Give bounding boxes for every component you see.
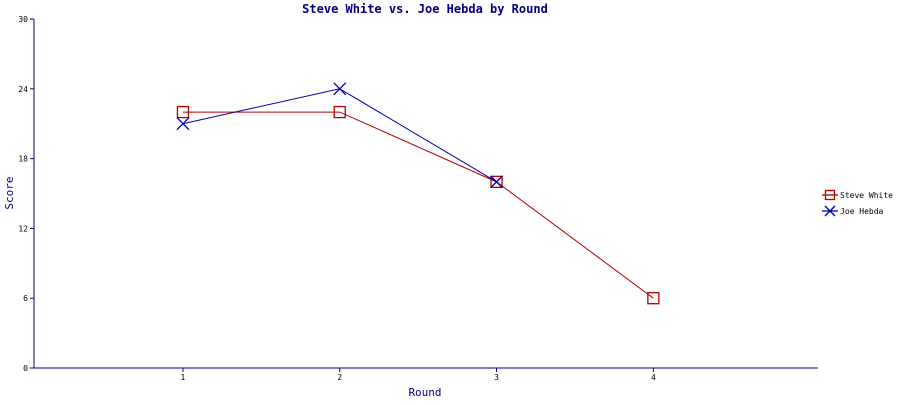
legend-item-steve-white: Steve White: [822, 189, 893, 201]
series-steve-white: [176, 105, 660, 305]
data-point-joe-hebda: [333, 82, 347, 96]
series-layer: [176, 82, 660, 305]
y-axis-label: Score: [3, 176, 16, 209]
legend-marker: [824, 205, 836, 217]
legend-label: Steve White: [840, 191, 893, 200]
legend-label: Joe Hebda: [840, 207, 884, 216]
x-tick-label: 3: [494, 373, 499, 382]
y-tick-label: 0: [23, 364, 28, 373]
y-tick-label: 12: [18, 224, 28, 233]
series-line-joe-hebda: [182, 88, 497, 183]
y-tick-label: 30: [18, 15, 28, 24]
x-tick-label: 2: [337, 373, 342, 382]
data-point-joe-hebda: [176, 117, 190, 131]
x-axis-ticks: 1 2 3 4: [181, 368, 656, 382]
legend-item-joe-hebda: Joe Hebda: [822, 205, 884, 217]
chart-title: Steve White vs. Joe Hebda by Round: [302, 2, 548, 16]
x-tick-label: 4: [651, 373, 656, 382]
data-point-joe-hebda: [490, 175, 504, 189]
y-tick-label: 18: [18, 155, 28, 164]
data-point-steve-white: [333, 105, 346, 119]
axes: [33, 19, 818, 369]
y-tick-label: 24: [18, 85, 28, 94]
x-tick-label: 1: [181, 373, 186, 382]
series-joe-hebda: [176, 82, 504, 189]
legend: Steve White Joe Hebda: [822, 189, 893, 217]
y-tick-label: 6: [23, 294, 28, 303]
data-point-steve-white: [490, 175, 503, 189]
x-axis-label: Round: [408, 386, 441, 399]
y-axis-ticks: 0 6 12 18 24 30: [18, 15, 34, 373]
data-point-steve-white: [176, 105, 190, 119]
legend-marker: [824, 189, 836, 201]
data-point-steve-white: [647, 292, 660, 305]
series-line-steve-white: [182, 111, 654, 299]
